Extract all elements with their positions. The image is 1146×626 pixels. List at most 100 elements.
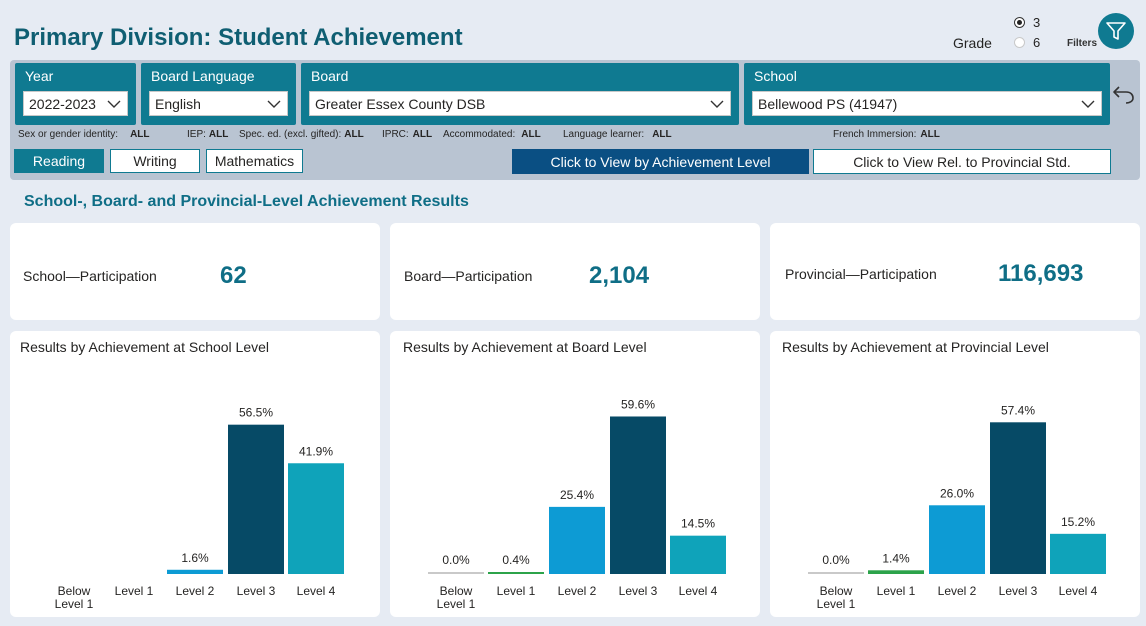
category-label: Level 4 <box>1059 584 1098 598</box>
bar-level-3[interactable] <box>228 424 284 574</box>
radio-checked-icon[interactable] <box>1014 17 1025 28</box>
data-label: 1.4% <box>882 551 910 565</box>
bar-below-level-1[interactable] <box>428 572 484 574</box>
filter-french-immersion: French Immersion: ALL <box>833 129 940 140</box>
data-label: 25.4% <box>560 488 594 502</box>
filter-value: ALL <box>920 129 940 140</box>
language-dropdown[interactable]: English <box>149 91 288 116</box>
category-label: Level 3 <box>237 584 276 598</box>
bar-level-3[interactable] <box>610 416 666 574</box>
filter-value: ALL <box>130 129 150 140</box>
category-label: Level 1 <box>115 584 154 598</box>
filter-value: ALL <box>412 129 433 140</box>
filter-label: Language learner: <box>563 129 645 140</box>
filter-value: ALL <box>652 129 672 140</box>
school-slicer: School Bellewood PS (41947) <box>744 63 1110 125</box>
category-label: Level 4 <box>297 584 336 598</box>
filter-label: IEP: <box>187 129 206 140</box>
data-label: 0.0% <box>822 553 850 567</box>
data-label: 59.6% <box>621 397 655 411</box>
bar-level-1[interactable] <box>868 570 924 574</box>
data-label: 57.4% <box>1001 403 1035 417</box>
filter-label: Sex or gender identity: <box>18 129 119 140</box>
category-label: Below Level 1 <box>55 584 94 611</box>
filter-sex: Sex or gender identity: ALL <box>18 129 150 140</box>
year-dropdown[interactable]: 2022-2023 <box>23 91 128 116</box>
participation-label: Board—Participation <box>404 268 533 284</box>
year-slicer-title: Year <box>25 68 54 84</box>
category-label: Level 4 <box>679 584 718 598</box>
filter-value: ALL <box>344 129 364 140</box>
tab-mathematics[interactable]: Mathematics <box>206 149 303 173</box>
category-label: Level 1 <box>877 584 916 598</box>
filter-label: French Immersion: <box>833 129 917 140</box>
filter-label: Spec. ed. (excl. gifted): <box>239 129 342 140</box>
category-label: Level 2 <box>938 584 977 598</box>
participation-label: Provincial—Participation <box>785 266 937 282</box>
filter-language-learner: Language learner: ALL <box>563 129 672 140</box>
filter-iprc: IPRC: ALL <box>382 129 432 140</box>
school-dropdown[interactable]: Bellewood PS (41947) <box>752 91 1102 116</box>
language-value: English <box>155 95 201 112</box>
board-achievement-chart: 0.0% Below Level 1 0.4% Level 1 25.4% Level 2 5… <box>428 397 726 611</box>
bar-level-1[interactable] <box>488 572 544 574</box>
tab-writing[interactable]: Writing <box>110 149 200 173</box>
chart-title: Results by Achievement at Board Level <box>403 339 647 355</box>
chart-title: Results by Achievement at School Level <box>20 339 270 355</box>
category-label: Below Level 1 <box>437 584 476 611</box>
bar-level-2[interactable] <box>929 505 985 574</box>
chevron-down-icon <box>1081 100 1095 108</box>
data-label: 15.2% <box>1061 515 1095 529</box>
provincial-achievement-chart: 0.0% Below Level 1 1.4% Level 1 26.0% Level 2 5… <box>808 403 1106 611</box>
chevron-down-icon <box>267 100 281 108</box>
data-label: 14.5% <box>681 517 715 531</box>
bar-level-3[interactable] <box>990 422 1046 574</box>
bar-level-2[interactable] <box>549 506 605 574</box>
provincial-participation-card: Provincial—Participation 116,693 <box>770 223 1140 320</box>
bar-level-2[interactable] <box>167 569 223 574</box>
section-title: School-, Board- and Provincial-Level Ach… <box>24 193 469 210</box>
funnel-icon <box>1106 22 1126 40</box>
view-by-achievement-button[interactable]: Click to View by Achievement Level <box>512 149 809 174</box>
bar-level-4[interactable] <box>288 463 344 574</box>
bar-level-4[interactable] <box>670 535 726 574</box>
data-label: 56.5% <box>239 406 273 420</box>
grade-option-3[interactable]: 3 <box>1014 15 1040 30</box>
school-value: Bellewood PS (41947) <box>758 95 898 112</box>
board-value: Greater Essex County DSB <box>315 95 486 112</box>
undo-icon[interactable] <box>1111 81 1137 107</box>
participation-value: 62 <box>220 262 247 289</box>
year-slicer: Year 2022-2023 <box>15 63 136 125</box>
participation-value: 116,693 <box>998 260 1084 287</box>
category-label: Level 2 <box>176 584 215 598</box>
filter-label: Accommodated: <box>443 129 516 140</box>
board-dropdown[interactable]: Greater Essex County DSB <box>309 91 731 116</box>
category-label: Level 1 <box>497 584 536 598</box>
filter-accommodated: Accommodated: ALL <box>443 129 541 140</box>
grade-label: Grade <box>953 35 992 51</box>
filter-iep: IEP: ALL <box>187 129 228 140</box>
radio-unchecked-icon[interactable] <box>1014 37 1025 48</box>
tab-reading[interactable]: Reading <box>14 149 104 173</box>
filters-label: Filters <box>1067 38 1098 49</box>
data-label: 26.0% <box>940 486 974 500</box>
school-chart-card: Results by Achievement at School Level B… <box>10 331 380 617</box>
board-slicer-title: Board <box>311 68 349 84</box>
view-rel-provincial-button[interactable]: Click to View Rel. to Provincial Std. <box>813 149 1111 174</box>
school-participation-card: School—Participation 62 <box>10 223 380 320</box>
bar-below-level-1[interactable] <box>808 572 864 574</box>
bar-level-4[interactable] <box>1050 533 1106 574</box>
board-participation-card: Board—Participation 2,104 <box>390 223 760 320</box>
data-label: 0.4% <box>502 553 530 567</box>
category-label: Level 3 <box>619 584 658 598</box>
filter-value: ALL <box>208 129 229 140</box>
page-title: Primary Division: Student Achievement <box>14 24 463 51</box>
grade-option-label: 6 <box>1033 35 1041 50</box>
board-chart-card: Results by Achievement at Board Level 0.… <box>390 331 760 617</box>
chevron-down-icon <box>107 100 121 108</box>
filter-button[interactable] <box>1098 13 1134 49</box>
grade-option-6[interactable]: 6 <box>1014 35 1040 50</box>
category-label: Below Level 1 <box>817 584 856 611</box>
grade-option-label: 3 <box>1033 15 1041 30</box>
filter-value: ALL <box>521 129 541 140</box>
